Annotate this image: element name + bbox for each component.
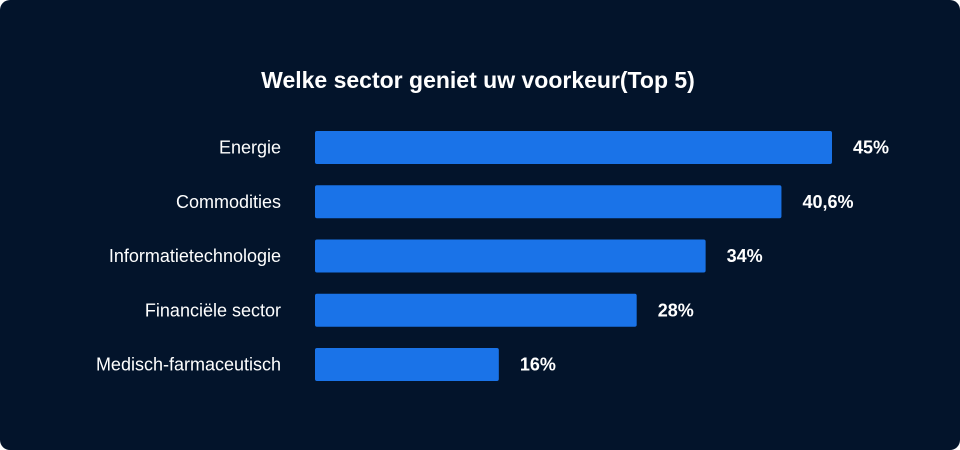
value-label: 28% — [658, 300, 694, 320]
value-label: 16% — [520, 355, 556, 375]
category-label: Commodities — [176, 192, 281, 212]
chart-title: Welke sector geniet uw voorkeur(Top 5) — [261, 67, 695, 93]
value-label: 45% — [853, 138, 889, 158]
value-label: 40,6% — [802, 192, 853, 212]
bar — [315, 293, 637, 327]
category-label: Financiële sector — [145, 300, 281, 320]
category-label: Energie — [219, 138, 281, 158]
bar — [315, 131, 832, 164]
bar — [315, 239, 706, 273]
category-label: Informatietechnologie — [109, 246, 281, 266]
bar — [315, 185, 782, 219]
bar — [315, 348, 499, 381]
category-label: Medisch-farmaceutisch — [96, 355, 281, 375]
value-label: 34% — [727, 246, 763, 266]
